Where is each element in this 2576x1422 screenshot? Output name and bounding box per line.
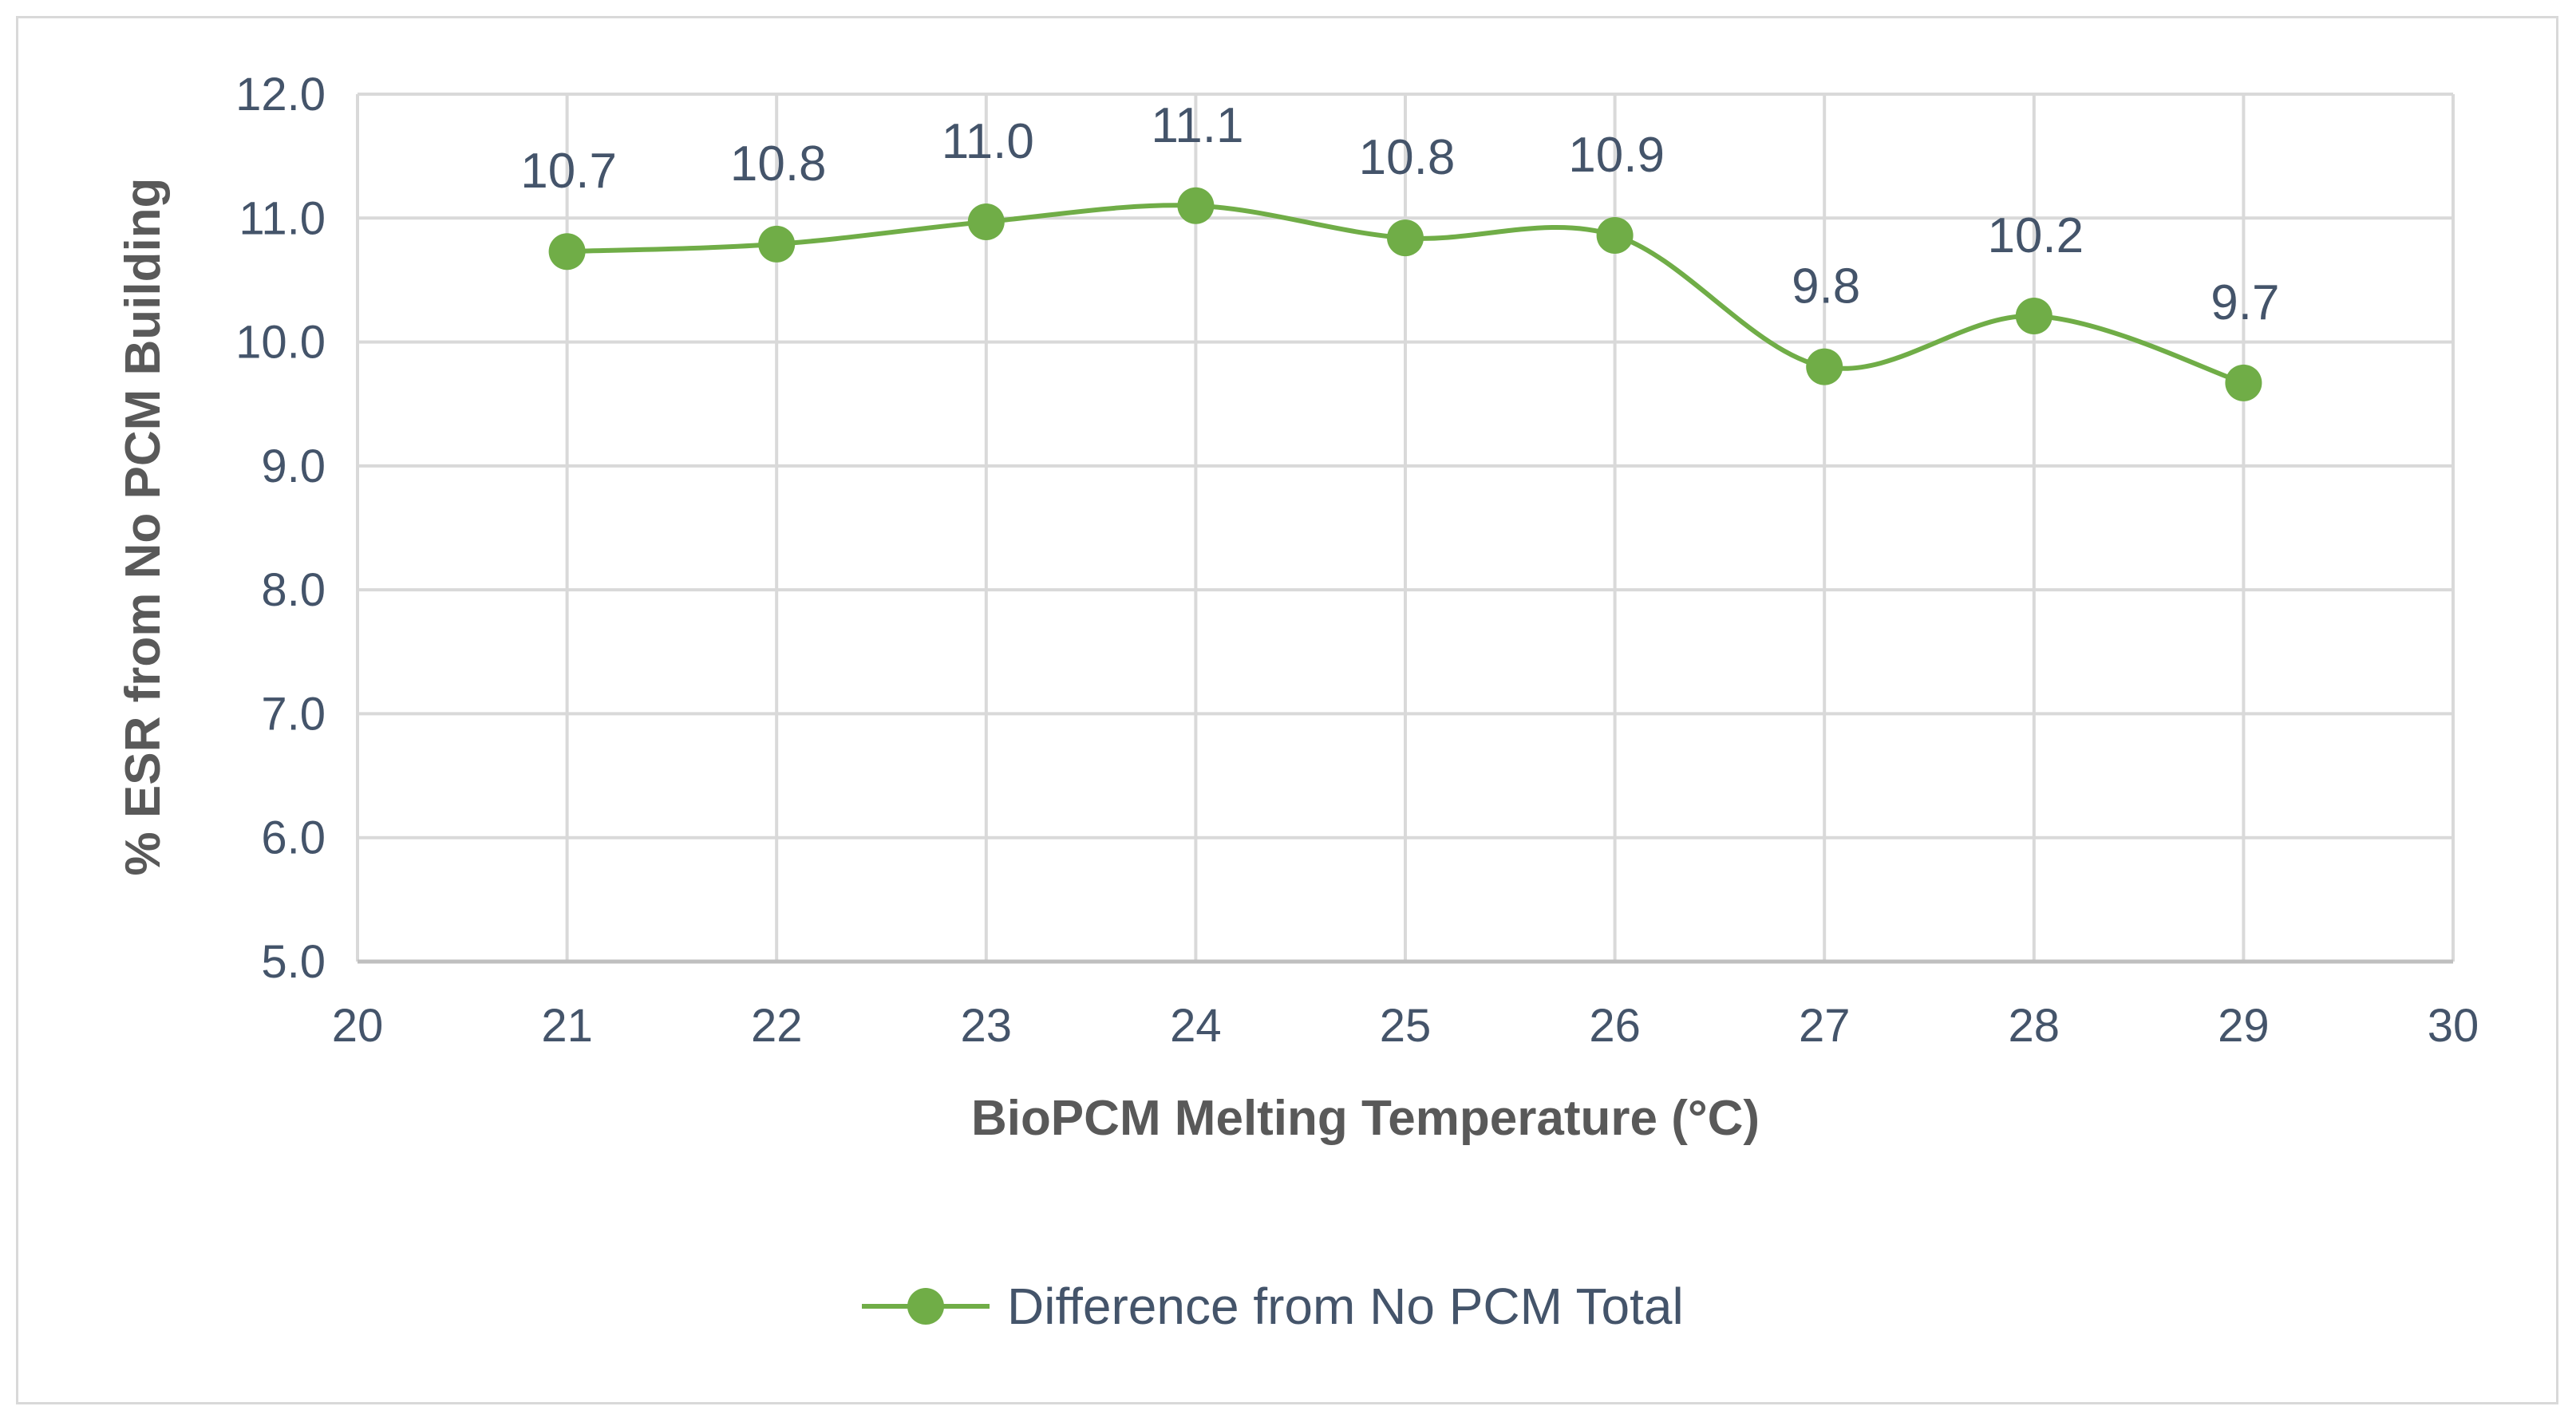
x-axis-title: BioPCM Melting Temperature (°C): [971, 1091, 1760, 1146]
y-tick-label: 11.0: [239, 192, 326, 244]
data-label: 10.2: [1987, 208, 2084, 263]
axes: 5.0 6.0 7.0 8.0 9.0 10.0 11.0 12.0 20 21 22 23 24 25 2…: [235, 69, 2479, 1052]
y-axis-title: % ESR from No PCM Building: [116, 178, 171, 876]
x-tick-label: 23: [961, 1000, 1013, 1052]
y-tick-label: 9.0: [261, 440, 326, 492]
x-tick-label: 26: [1589, 1000, 1641, 1052]
data-point: [1387, 219, 1424, 257]
data-label: 10.7: [520, 144, 617, 199]
data-point: [2015, 297, 2053, 334]
y-tick-label: 10.0: [235, 317, 326, 369]
x-tick-label: 27: [1799, 1000, 1851, 1052]
data-point: [967, 203, 1005, 240]
data-point: [2225, 364, 2262, 401]
data-point: [1177, 187, 1215, 224]
x-tick-label: 21: [541, 1000, 593, 1052]
legend-label: Difference from No PCM Total: [1007, 1278, 1684, 1335]
x-tick-label: 20: [332, 1000, 384, 1052]
data-label: 10.9: [1568, 128, 1665, 183]
x-tick-label: 28: [2009, 1000, 2060, 1052]
y-tick-label: 6.0: [261, 812, 326, 864]
series: [548, 187, 2262, 401]
data-label: 11.0: [942, 114, 1034, 169]
x-tick-label: 25: [1380, 1000, 1432, 1052]
x-tick-label: 29: [2218, 1000, 2270, 1052]
data-point: [548, 233, 586, 271]
x-tick-label: 22: [751, 1000, 803, 1052]
data-label: 11.1: [1151, 98, 1243, 153]
y-tick-label: 7.0: [261, 688, 326, 740]
chart-frame: [16, 16, 2558, 1404]
y-tick-label: 12.0: [235, 69, 326, 120]
data-point: [758, 225, 796, 263]
data-label: 9.8: [1792, 259, 1860, 314]
data-labels: 10.7 10.8 11.0 11.1 10.8 10.9 9.8 10.2 9.7: [520, 98, 2279, 330]
y-tick-label: 8.0: [261, 564, 326, 616]
y-tick-label: 5.0: [261, 936, 326, 988]
data-point: [1596, 217, 1634, 255]
data-label: 9.7: [2211, 275, 2279, 330]
data-label: 10.8: [730, 136, 827, 192]
data-point: [1806, 348, 1843, 385]
x-tick-label: 30: [2428, 1000, 2479, 1052]
data-label: 10.8: [1359, 130, 1456, 185]
x-tick-label: 24: [1170, 1000, 1222, 1052]
legend-marker: [907, 1288, 944, 1325]
legend: Difference from No PCM Total: [862, 1278, 1684, 1335]
